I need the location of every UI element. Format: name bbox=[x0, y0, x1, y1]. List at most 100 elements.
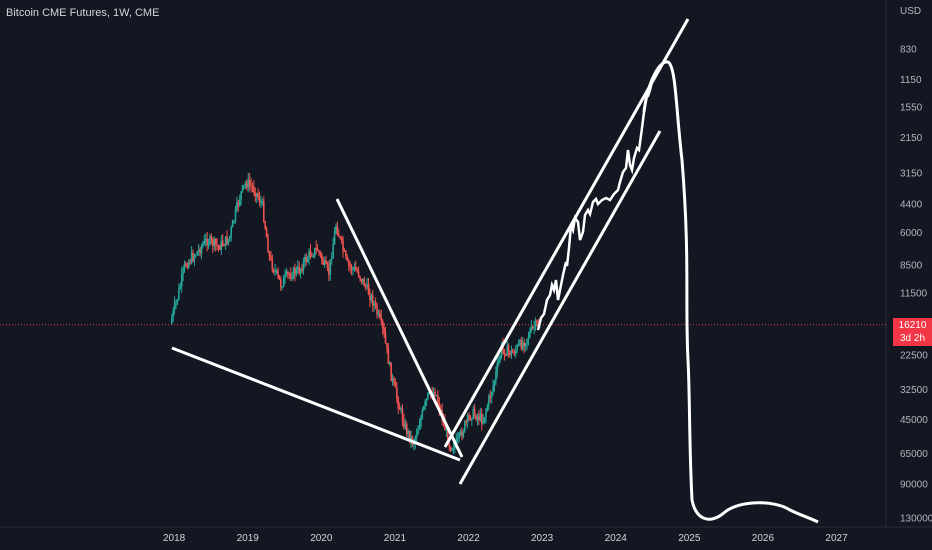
y-tick-label-14: 130000 bbox=[900, 514, 932, 525]
candle-body bbox=[514, 350, 517, 355]
candle-body bbox=[379, 313, 381, 318]
candle-body bbox=[200, 246, 203, 254]
y-tick-label-4: 3150 bbox=[900, 168, 923, 179]
candle-body bbox=[207, 243, 210, 246]
candle-body bbox=[530, 326, 533, 332]
candle-body bbox=[524, 343, 527, 347]
x-tick-label-5: 2023 bbox=[531, 533, 554, 544]
candle-body bbox=[210, 236, 213, 240]
candle-body bbox=[195, 255, 197, 257]
y-tick-label-6: 6000 bbox=[900, 228, 923, 239]
candle-body bbox=[396, 387, 398, 399]
candle-body bbox=[353, 267, 356, 269]
candle-body bbox=[388, 362, 391, 365]
candle-body bbox=[206, 239, 208, 246]
candle-body bbox=[505, 354, 507, 356]
candle-body bbox=[223, 245, 225, 247]
candle-body bbox=[401, 408, 404, 421]
y-tick-label-3: 2150 bbox=[900, 133, 923, 144]
candle-body bbox=[302, 261, 305, 271]
candle-body bbox=[476, 416, 479, 421]
candle-body bbox=[516, 345, 518, 351]
candle-body bbox=[209, 236, 211, 244]
x-tick-label-1: 2019 bbox=[237, 533, 260, 544]
candle-body bbox=[315, 248, 317, 250]
candle-body bbox=[506, 345, 509, 356]
candle-body bbox=[354, 267, 357, 271]
candle-body bbox=[214, 238, 217, 245]
candle-body bbox=[510, 350, 513, 355]
candle-body bbox=[335, 226, 337, 232]
candle-body bbox=[527, 337, 530, 340]
candle-body bbox=[330, 258, 333, 260]
candle-body bbox=[281, 286, 283, 288]
candle-body bbox=[284, 274, 286, 278]
candle-body bbox=[321, 254, 323, 261]
candle-body bbox=[421, 409, 424, 419]
candle-body bbox=[356, 270, 359, 272]
candle-body bbox=[323, 260, 326, 265]
candle-body bbox=[529, 331, 531, 338]
candle-body bbox=[339, 237, 342, 239]
y-tick-label-13: 90000 bbox=[900, 479, 928, 490]
candle-body bbox=[357, 271, 360, 277]
candle-body bbox=[437, 395, 439, 403]
candle-body bbox=[346, 256, 349, 261]
candle-body bbox=[267, 237, 269, 253]
candle-body bbox=[387, 348, 390, 365]
candle-body bbox=[489, 395, 492, 398]
channel-lower-line bbox=[458, 130, 662, 485]
candle-body bbox=[493, 381, 496, 386]
candle-body bbox=[456, 438, 459, 440]
candle-body bbox=[452, 448, 455, 450]
candle-body bbox=[241, 185, 244, 192]
candle-body bbox=[513, 352, 516, 355]
candle-body bbox=[345, 251, 347, 257]
candle-body bbox=[186, 265, 189, 268]
candle-body bbox=[333, 231, 336, 245]
candle-body bbox=[380, 317, 383, 321]
candle-body bbox=[243, 184, 245, 186]
candle-body bbox=[496, 363, 499, 372]
candle-body bbox=[536, 320, 538, 323]
candle-body bbox=[446, 428, 449, 444]
candle-body bbox=[230, 227, 233, 236]
y-tick-label-0: 830 bbox=[900, 45, 917, 56]
candle-body bbox=[458, 433, 460, 439]
candle-body bbox=[296, 266, 299, 269]
chart-title: Bitcoin CME Futures, 1W, CME bbox=[6, 7, 160, 19]
candle-body bbox=[234, 209, 237, 221]
candle-body bbox=[196, 251, 199, 256]
candle-body bbox=[497, 360, 500, 364]
candle-body bbox=[473, 408, 476, 416]
candle-body bbox=[175, 301, 177, 304]
candle-body bbox=[415, 434, 418, 438]
candle-body bbox=[479, 413, 482, 421]
y-tick-label-10: 32500 bbox=[900, 385, 928, 396]
candle-body bbox=[483, 417, 486, 422]
candle-body bbox=[376, 305, 378, 315]
candle-body bbox=[424, 401, 426, 407]
candle-body bbox=[381, 320, 384, 329]
candle-body bbox=[475, 415, 477, 421]
candle-body bbox=[384, 333, 387, 344]
candle-body bbox=[448, 443, 451, 447]
candle-body bbox=[221, 240, 224, 246]
y-tick-label-8: 11500 bbox=[900, 288, 928, 299]
candle-body bbox=[204, 239, 207, 241]
candle-body bbox=[407, 430, 409, 435]
x-tick-label-6: 2024 bbox=[605, 533, 628, 544]
candle-body bbox=[229, 235, 231, 240]
candle-body bbox=[444, 421, 446, 431]
candle-body bbox=[288, 273, 291, 275]
candle-body bbox=[274, 270, 276, 273]
candle-body bbox=[500, 345, 503, 357]
candle-body bbox=[244, 183, 247, 185]
candle-body bbox=[182, 268, 184, 275]
forecast-curve bbox=[642, 60, 819, 524]
candle-body bbox=[316, 248, 319, 251]
candle-body bbox=[391, 378, 394, 382]
candle-body bbox=[309, 250, 312, 256]
